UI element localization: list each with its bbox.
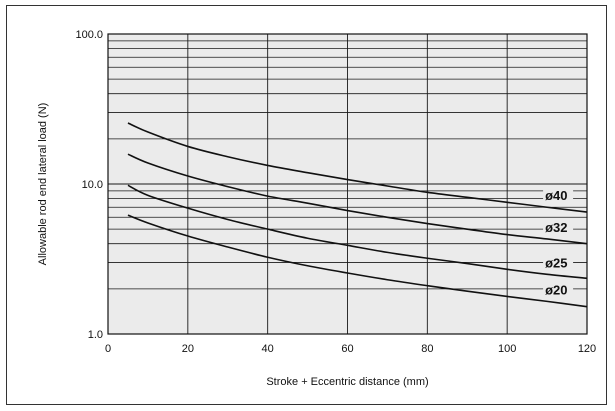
x-tick-label: 100 — [498, 343, 516, 355]
x-tick-label: 60 — [341, 343, 353, 355]
series-label-bg — [543, 189, 574, 204]
series-line-2 — [127, 184, 588, 280]
grid — [107, 34, 588, 335]
y-tick-label: 10.0 — [82, 179, 103, 191]
series-label-bg — [543, 220, 574, 235]
x-tick-label: 0 — [105, 343, 111, 355]
series-label-bg — [543, 283, 574, 298]
series-labels: ø40 ø32 ø25 ø20 — [543, 188, 574, 298]
series-label-2: ø25 — [545, 255, 567, 270]
series-label-1: ø32 — [545, 220, 567, 235]
series-line-1 — [127, 153, 588, 245]
x-tick-label: 120 — [578, 343, 596, 355]
x-tick-label: 80 — [421, 343, 433, 355]
x-tick-label: 40 — [262, 343, 274, 355]
series-label-0: ø40 — [545, 188, 567, 203]
series-line-3 — [127, 214, 588, 308]
series-label-3: ø20 — [545, 282, 567, 297]
plot-border — [107, 33, 588, 335]
y-tick-label: 100.0 — [75, 29, 103, 41]
y-axis-title: Allowable rod end lateral load (N) — [37, 103, 49, 266]
series-group — [127, 122, 588, 308]
series-line-0 — [127, 122, 588, 213]
y-tick-label: 1.0 — [88, 329, 103, 341]
x-tick-label: 20 — [182, 343, 194, 355]
series-label-bg — [543, 256, 574, 271]
tick-labels: 0 20 40 60 80 100 120 1.0 10.0 100.0 — [75, 29, 596, 355]
x-axis-title: Stroke + Eccentric distance (mm) — [266, 376, 428, 388]
